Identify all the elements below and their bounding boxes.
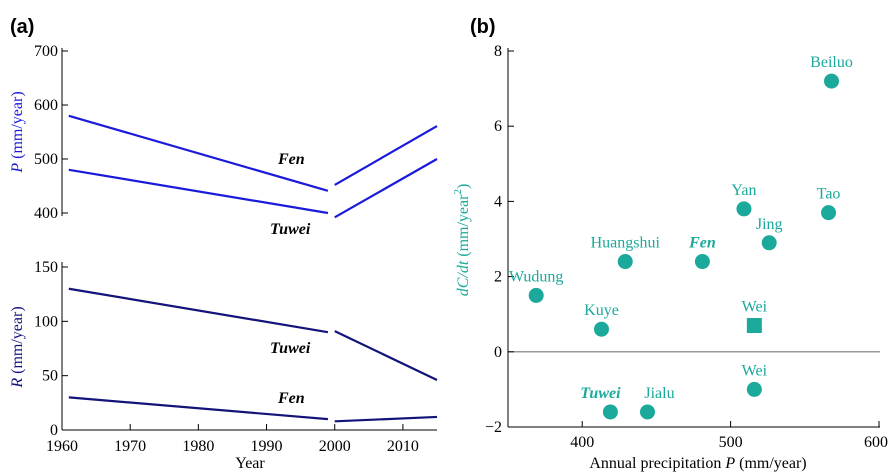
precip-y-axis-label: P (mm/year) (9, 91, 26, 173)
scatter-x-var: P (724, 455, 735, 472)
scatter-y-tick-label: 0 (494, 344, 502, 361)
precip-line-fen-2 (334, 125, 438, 186)
runoff-x-tick-label: 1980 (182, 438, 214, 455)
point-label-kuye: Kuye (584, 302, 619, 319)
scatter-y-tick-label: 8 (494, 43, 502, 60)
point-label-wei: Wei (742, 362, 768, 379)
runoff-x-tick-label: 1970 (114, 438, 146, 455)
precip-fen-label: Fen (277, 151, 305, 168)
runoff-x-tick-label: 1990 (251, 438, 283, 455)
runoff-line-tuwei-1 (68, 287, 329, 334)
runoff-y-tick-label: 50 (42, 368, 58, 385)
runoff-line-fen-2 (334, 415, 438, 423)
scatter-y-unit: (mm/year (455, 194, 472, 257)
point-label-huangshui: Huangshui (591, 235, 661, 252)
scatter-x-ticks: 400 500 600 (570, 421, 888, 451)
runoff-x-axis-label: Year (235, 455, 265, 472)
point-wudung (528, 287, 544, 303)
point-label-wei: Wei (742, 298, 768, 315)
runoff-x-tick-label: 1960 (46, 438, 78, 455)
precip-line-tuwei-1 (68, 168, 329, 215)
precip-y-var: P (9, 163, 26, 174)
runoff-x-tick-label: 2010 (387, 438, 419, 455)
runoff-y-unit: (mm/year) (9, 306, 26, 374)
precip-y-tick-label: 400 (34, 205, 58, 222)
point-tao (821, 205, 837, 221)
scatter-y-sup: 2 (452, 189, 464, 195)
scatter-x-label: Annual precipitation (589, 455, 721, 472)
runoff-y-tick-label: 100 (34, 313, 58, 330)
point-label-wudung: Wudung (509, 268, 563, 285)
point-yan (736, 201, 752, 217)
precip-y-unit: (mm/year) (9, 91, 26, 159)
scatter-y-tick-label: −2 (485, 419, 502, 436)
point-label-beiluo: Beiluo (810, 54, 853, 71)
runoff-y-ticks: 0 50 100 150 (34, 259, 68, 439)
runoff-fen-label: Fen (277, 390, 305, 407)
point-beiluo (824, 73, 840, 89)
scatter-x-tick-label: 500 (719, 434, 743, 451)
point-kuye (593, 321, 609, 337)
runoff-series (68, 287, 438, 423)
runoff-y-tick-label: 150 (34, 259, 58, 276)
panel-a-label: (a) (10, 16, 34, 38)
point-label-fen: Fen (688, 235, 716, 252)
point-wei-square (746, 317, 762, 333)
point-label-tao: Tao (817, 186, 841, 203)
panel-a-runoff-chart: 0 50 100 150 1960 1970 1980 1990 2000 2010 R (mm… (9, 259, 438, 472)
scatter-y-var: dC/dt (455, 260, 472, 296)
precip-tuwei-label: Tuwei (270, 221, 311, 238)
scatter-x-tick-label: 400 (570, 434, 594, 451)
scatter-y-axis-label: dC/dt (mm/year2) (452, 184, 472, 297)
runoff-y-tick-label: 0 (50, 422, 58, 439)
precip-y-tick-label: 500 (34, 151, 58, 168)
scatter-x-axis-label: Annual precipitation P (mm/year) (589, 455, 806, 472)
point-label-tuwei: Tuwei (580, 385, 621, 402)
point-label-jialu: Jialu (644, 385, 674, 402)
scatter-y-ticks: −2 0 2 4 6 8 (485, 43, 514, 436)
runoff-line-tuwei-2 (334, 330, 438, 382)
point-wei (746, 381, 762, 397)
point-label-jing: Jing (756, 216, 783, 233)
point-huangshui (617, 254, 633, 270)
precip-line-fen-1 (68, 114, 329, 192)
precip-y-tick-label: 600 (34, 97, 58, 114)
point-jing (761, 235, 777, 251)
runoff-x-ticks: 1960 1970 1980 1990 2000 2010 (46, 424, 419, 455)
panel-a-precipitation-chart: 400 500 600 700 P (mm/year) Fen Tuwei (9, 43, 438, 238)
point-fen (694, 254, 710, 270)
point-jialu (639, 404, 655, 420)
precip-y-ticks: 400 500 600 700 (34, 43, 68, 222)
runoff-y-var: R (9, 378, 26, 389)
precip-y-tick-label: 700 (34, 43, 58, 60)
point-label-yan: Yan (731, 182, 756, 199)
precip-series (68, 114, 438, 219)
scatter-y-tick-label: 2 (494, 269, 502, 286)
precip-line-tuwei-2 (334, 158, 438, 219)
scatter-y-tick-label: 4 (494, 193, 502, 210)
scatter-x-unit: (mm/year) (739, 455, 807, 472)
panel-b-label: (b) (470, 16, 496, 38)
runoff-line-fen-1 (68, 396, 329, 421)
runoff-y-axis-label: R (mm/year) (9, 306, 26, 388)
runoff-x-tick-label: 2000 (319, 438, 351, 455)
scatter-y-close: ) (455, 184, 472, 189)
runoff-tuwei-label: Tuwei (270, 340, 311, 357)
scatter-y-tick-label: 6 (494, 118, 502, 135)
scatter-x-tick-label: 600 (864, 434, 888, 451)
point-tuwei (602, 404, 618, 420)
